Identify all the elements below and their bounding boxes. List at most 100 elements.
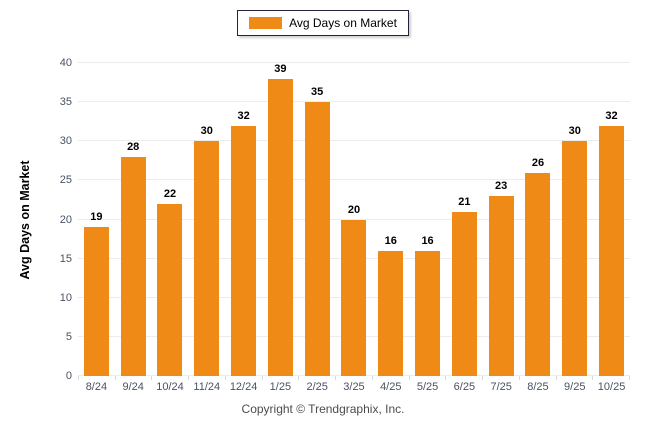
x-tick-mark <box>410 376 447 380</box>
y-tick-label: 25 <box>59 174 72 187</box>
plot-area: 19 28 22 30 32 39 35 20 16 16 21 23 26 30 32 <box>78 62 630 376</box>
copyright-text: Copyright © Trendgraphix, Inc. <box>241 402 405 416</box>
bar-value-label: 16 <box>421 234 434 247</box>
bar-value-label: 19 <box>90 211 103 224</box>
bar-value-label: 20 <box>347 203 361 216</box>
x-tick-label: 3/25 <box>343 381 365 393</box>
bar-value-label: 32 <box>605 109 618 122</box>
x-tick-label: 8/25 <box>527 381 549 393</box>
x-tick-mark <box>226 376 263 380</box>
bar-value-label: 39 <box>274 63 287 75</box>
y-axis-title: Avg Days on Market <box>18 159 32 280</box>
x-tick-mark <box>336 376 373 380</box>
bar-value-label: 32 <box>237 109 250 122</box>
bar <box>231 125 257 376</box>
bar-chart: Avg Days on Market 0 5 10 15 20 25 30 35 40 19 28… <box>12 57 631 393</box>
bar-value-label: 16 <box>384 234 397 247</box>
x-tick-label: 5/25 <box>416 381 439 393</box>
y-tick-label: 5 <box>65 330 72 343</box>
gridline <box>78 62 630 63</box>
bar-column: 21 <box>446 63 483 376</box>
y-axis-tick-labels: 0 5 10 15 20 25 30 35 40 <box>38 57 78 382</box>
bar <box>83 227 109 376</box>
x-tick-mark <box>373 376 410 380</box>
y-tick-label: 40 <box>59 57 72 69</box>
gridline <box>78 218 630 220</box>
bar <box>341 219 367 376</box>
bar-column: 35 <box>299 63 336 376</box>
x-tick-label: 2/25 <box>306 381 328 393</box>
bar-column: 30 <box>188 63 225 376</box>
bar <box>267 79 293 376</box>
x-axis-ticks <box>78 376 631 380</box>
x-tick-label: 8/24 <box>85 381 108 393</box>
bar <box>488 196 514 376</box>
x-tick-mark <box>152 376 190 380</box>
x-tick-mark <box>299 376 337 380</box>
x-tick-mark <box>520 376 557 380</box>
bar-value-label: 30 <box>200 125 213 138</box>
plot-column: 19 28 22 30 32 39 35 20 16 16 21 23 26 30 32 8/24 9/24 1… <box>78 62 631 393</box>
x-tick-label: 10/25 <box>597 381 626 393</box>
bar <box>378 250 404 376</box>
bar-column: 19 <box>78 63 115 376</box>
x-tick-label: 12/24 <box>229 381 258 393</box>
bar <box>194 141 220 376</box>
x-tick-label: 11/24 <box>193 381 221 393</box>
bar-value-label: 35 <box>311 86 324 99</box>
bar <box>415 250 441 376</box>
gridline <box>78 140 630 142</box>
y-tick-label: 35 <box>59 96 72 109</box>
y-tick-label: 30 <box>59 135 72 148</box>
x-tick-label: 7/25 <box>490 381 512 393</box>
bar-column: 39 <box>262 63 299 376</box>
bar <box>451 211 477 376</box>
y-axis-title-column: Avg Days on Market <box>12 63 38 376</box>
bar-column: 26 <box>520 63 557 376</box>
x-tick-mark <box>483 376 520 380</box>
bar-value-label: 30 <box>568 125 581 138</box>
x-tick-mark <box>557 376 594 380</box>
bar-column: 32 <box>593 63 630 376</box>
bar-value-label: 22 <box>163 187 177 200</box>
x-tick-mark <box>593 376 631 380</box>
legend-swatch-icon <box>249 17 283 29</box>
legend-label: Avg Days on Market <box>289 16 397 30</box>
y-tick-label: 10 <box>59 291 72 304</box>
chart-page: Avg Days on Market Avg Days on Market 0 5… <box>0 10 646 444</box>
bar-column: 23 <box>483 63 520 376</box>
bar-column: 22 <box>152 63 189 376</box>
x-tick-mark <box>116 376 153 380</box>
gridline <box>78 101 630 103</box>
bar-column: 16 <box>409 63 446 376</box>
bar <box>599 125 625 376</box>
x-tick-mark <box>263 376 300 380</box>
bar-column: 32 <box>225 63 262 376</box>
bar <box>304 102 330 376</box>
x-tick-label: 9/25 <box>564 381 586 393</box>
bar-column: 30 <box>556 63 593 376</box>
bar-column: 20 <box>336 63 373 376</box>
x-tick-label: 6/25 <box>453 381 476 393</box>
x-tick-label: 9/24 <box>122 381 144 393</box>
bar-value-label: 23 <box>495 180 508 193</box>
x-tick-label: 1/25 <box>269 381 292 393</box>
bar-value-label: 28 <box>127 140 140 153</box>
bar-value-label: 21 <box>458 195 471 208</box>
bar-column: 16 <box>372 63 409 376</box>
y-tick-label: 20 <box>59 213 72 226</box>
bar <box>525 172 551 376</box>
bar <box>157 203 183 376</box>
gridline <box>78 179 630 181</box>
legend: Avg Days on Market <box>237 10 409 36</box>
x-tick-label: 4/25 <box>380 381 402 393</box>
x-tick-mark <box>446 376 484 380</box>
bar-column: 28 <box>115 63 152 376</box>
y-tick-label: 15 <box>59 252 72 265</box>
bar <box>120 156 146 376</box>
bar <box>562 141 588 376</box>
x-axis-labels: 8/24 9/24 10/24 11/24 12/24 1/25 2/25 3/25 4/25 5… <box>78 381 630 393</box>
x-tick-label: 10/24 <box>156 381 184 393</box>
bars-container: 19 28 22 30 32 39 35 20 16 16 21 23 26 30 32 <box>78 63 630 376</box>
bar-value-label: 26 <box>531 156 545 169</box>
